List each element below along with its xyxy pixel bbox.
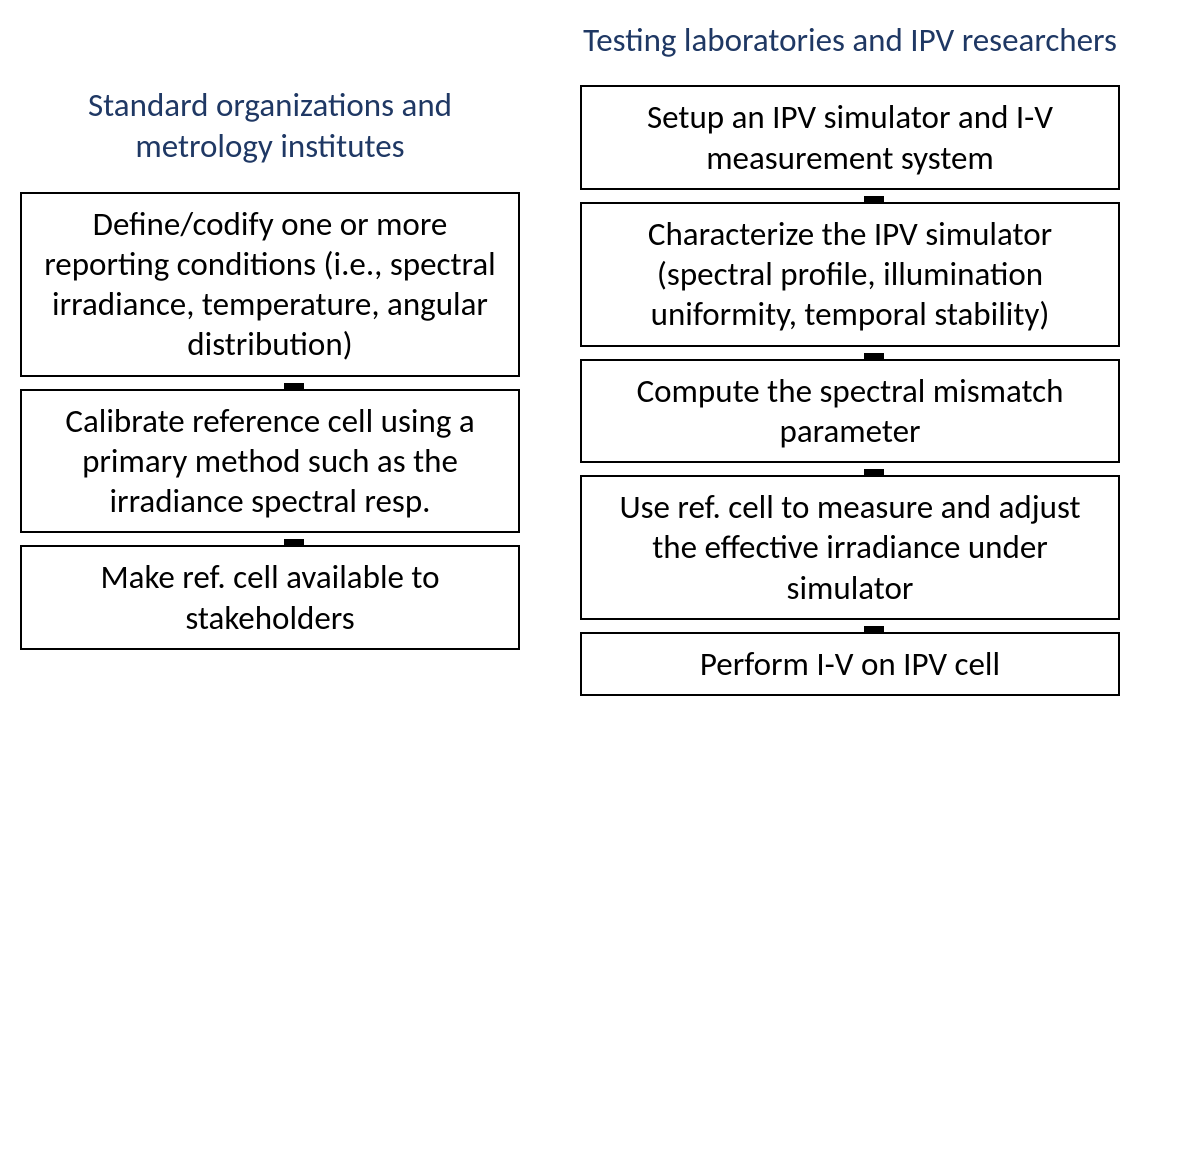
box-define-conditions: Define/codify one or more reporting cond… <box>20 192 520 377</box>
box-make-available: Make ref. cell available to stakeholders <box>20 545 520 650</box>
box-calibrate-reference: Calibrate reference cell using a primary… <box>20 389 520 534</box>
box-use-ref-cell: Use ref. cell to measure and adjust the … <box>580 475 1120 620</box>
box-setup-simulator: Setup an IPV simulator and I-V measureme… <box>580 85 1120 190</box>
flowchart-container: Standard organizations and metrology ins… <box>20 20 1180 696</box>
column-right-title: Testing laboratories and IPV researchers <box>583 20 1117 61</box>
column-left: Standard organizations and metrology ins… <box>20 85 520 650</box>
box-perform-iv: Perform I-V on IPV cell <box>580 632 1120 696</box>
column-right: Testing laboratories and IPV researchers… <box>580 20 1120 696</box>
column-left-title: Standard organizations and metrology ins… <box>20 85 520 168</box>
box-compute-mismatch: Compute the spectral mismatch parameter <box>580 359 1120 464</box>
box-characterize-simulator: Characterize the IPV simulator (spectral… <box>580 202 1120 347</box>
